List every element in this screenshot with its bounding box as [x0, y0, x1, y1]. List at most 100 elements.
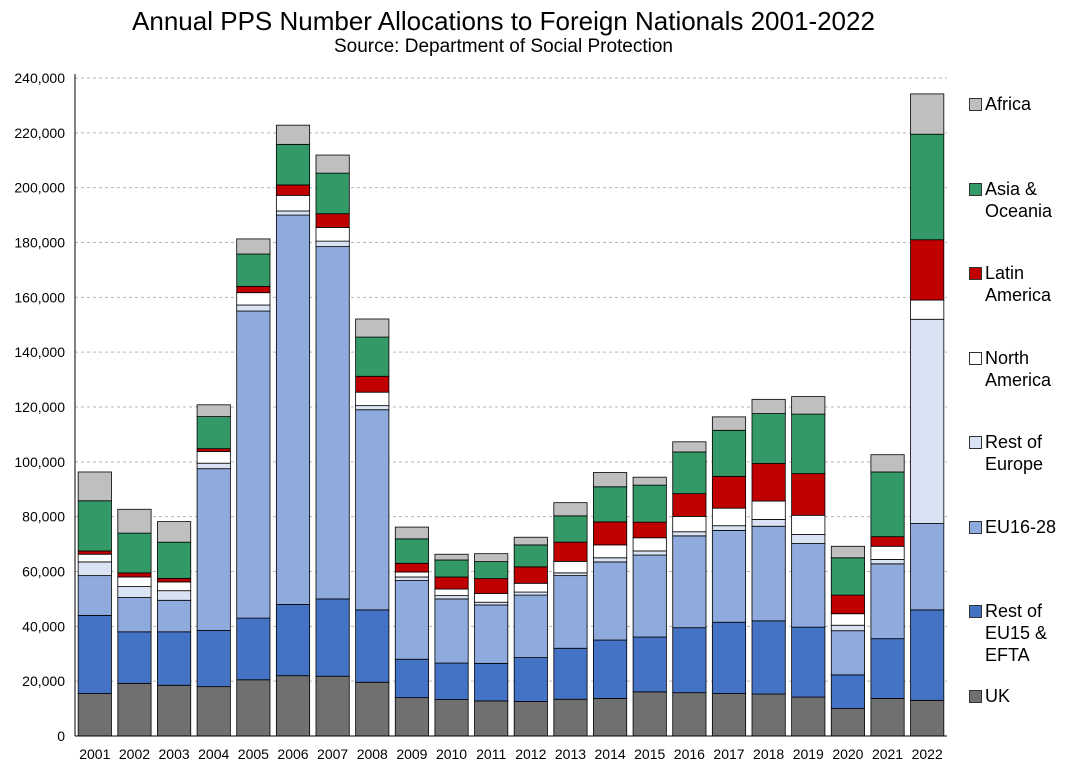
x-tick-label: 2002: [119, 746, 150, 762]
bar-segment: [236, 617, 271, 681]
bar-segment: [434, 598, 469, 664]
legend-swatch: [969, 690, 982, 703]
legend-label: EU16-28: [985, 517, 1057, 537]
bar-segment: [870, 698, 905, 737]
bar-segment: [513, 657, 548, 702]
legend-item: EU16-28: [969, 516, 1067, 538]
axes: 0 20,000 40,000 60,000 80,000 100,000 120,000 1…: [14, 70, 947, 762]
bar-segment: [910, 239, 945, 301]
bar-segment: [593, 698, 628, 737]
bar-segment: [751, 413, 786, 464]
bar-segment: [474, 662, 509, 702]
bar-segment: [751, 519, 786, 527]
bar-segment: [830, 674, 865, 709]
bar-segment: [77, 561, 112, 577]
bar-segment: [830, 545, 865, 559]
bar-segment: [394, 571, 429, 578]
x-tick-label: 2013: [555, 746, 586, 762]
bar-segment: [593, 561, 628, 641]
bar-segment: [117, 532, 152, 574]
bar-segment: [157, 521, 192, 543]
bar-segment: [910, 523, 945, 611]
bar-segment: [513, 594, 548, 658]
bar-segment: [870, 563, 905, 640]
x-tick-label: 2001: [79, 746, 110, 762]
bar-segment: [315, 240, 350, 248]
bar-segment: [513, 591, 548, 596]
bar-segment: [196, 630, 231, 688]
bar-segment: [236, 292, 271, 306]
bar-segment: [434, 588, 469, 597]
bar-segment: [315, 598, 350, 677]
bar-segment: [711, 693, 747, 737]
bar-segment: [791, 534, 826, 544]
bar-segment: [751, 500, 786, 520]
bar-segment: [910, 93, 945, 135]
bar-segment: [196, 686, 231, 737]
bar-segment: [553, 647, 588, 700]
bar-segment: [632, 484, 667, 523]
bar-segment: [117, 586, 152, 598]
bar-segment: [474, 578, 509, 594]
x-tick-label: 2007: [317, 746, 348, 762]
bar-segment: [632, 476, 667, 486]
bar-segment: [751, 463, 786, 502]
chart-subtitle: Source: Department of Social Protection: [333, 36, 673, 57]
bar-segment: [275, 675, 311, 737]
x-tick-label: 2016: [674, 746, 705, 762]
bar-segment: [157, 577, 192, 583]
legend-item: Latin America: [969, 262, 1067, 306]
bar-segment: [77, 693, 112, 737]
bar-segment: [434, 699, 469, 737]
bar-segment: [593, 521, 628, 546]
bar-segment: [830, 624, 865, 632]
bar-segment: [474, 700, 509, 737]
bar-segment: [632, 691, 667, 737]
bar-segment: [275, 194, 311, 212]
legend-label: Rest of Europe: [985, 432, 1044, 474]
bar-segment: [355, 336, 390, 377]
bar-segment: [474, 601, 509, 606]
bar-segment: [117, 508, 152, 534]
bar-segment: [196, 468, 231, 631]
bar-segment: [434, 576, 469, 590]
bar-segment: [711, 529, 747, 623]
bar-segment: [394, 562, 429, 573]
bar-segment: [830, 630, 865, 676]
bar-segment: [553, 575, 588, 649]
x-tick-label: 2019: [793, 746, 824, 762]
y-tick-label: 160,000: [14, 289, 65, 305]
bar-segment: [870, 559, 905, 565]
bar-segment: [355, 405, 390, 411]
bar-segment: [632, 554, 667, 638]
legend-label: UK: [985, 686, 1011, 706]
bar-segment: [315, 213, 350, 228]
x-tick-label: 2022: [912, 746, 943, 762]
bar-segment: [553, 572, 588, 577]
bar-segment: [117, 597, 152, 633]
legend-item: Asia & Oceania: [969, 178, 1067, 222]
x-tick-label: 2010: [436, 746, 467, 762]
bar-segment: [77, 553, 112, 563]
y-tick-label: 120,000: [14, 399, 65, 415]
bar-segment: [236, 679, 271, 737]
bar-segment: [196, 416, 231, 450]
chart-title: Annual PPS Number Allocations to Foreign…: [132, 6, 875, 36]
legend-item: Rest of Europe: [969, 431, 1067, 475]
bar-segment: [910, 133, 945, 241]
bar-segment: [672, 493, 707, 517]
y-tick-label: 200,000: [14, 180, 65, 196]
bar-segment: [117, 576, 152, 587]
y-tick-label: 100,000: [14, 454, 65, 470]
bar-segment: [791, 396, 826, 415]
bar-segment: [196, 451, 231, 464]
bar-segment: [791, 473, 826, 516]
bar-segment: [632, 636, 667, 693]
legend-item: North America: [969, 347, 1067, 391]
bar-segment: [275, 124, 311, 145]
legend-item: UK: [969, 685, 1067, 707]
bar-segment: [157, 541, 192, 579]
bar-segment: [791, 696, 826, 737]
bar-segment: [593, 486, 628, 523]
